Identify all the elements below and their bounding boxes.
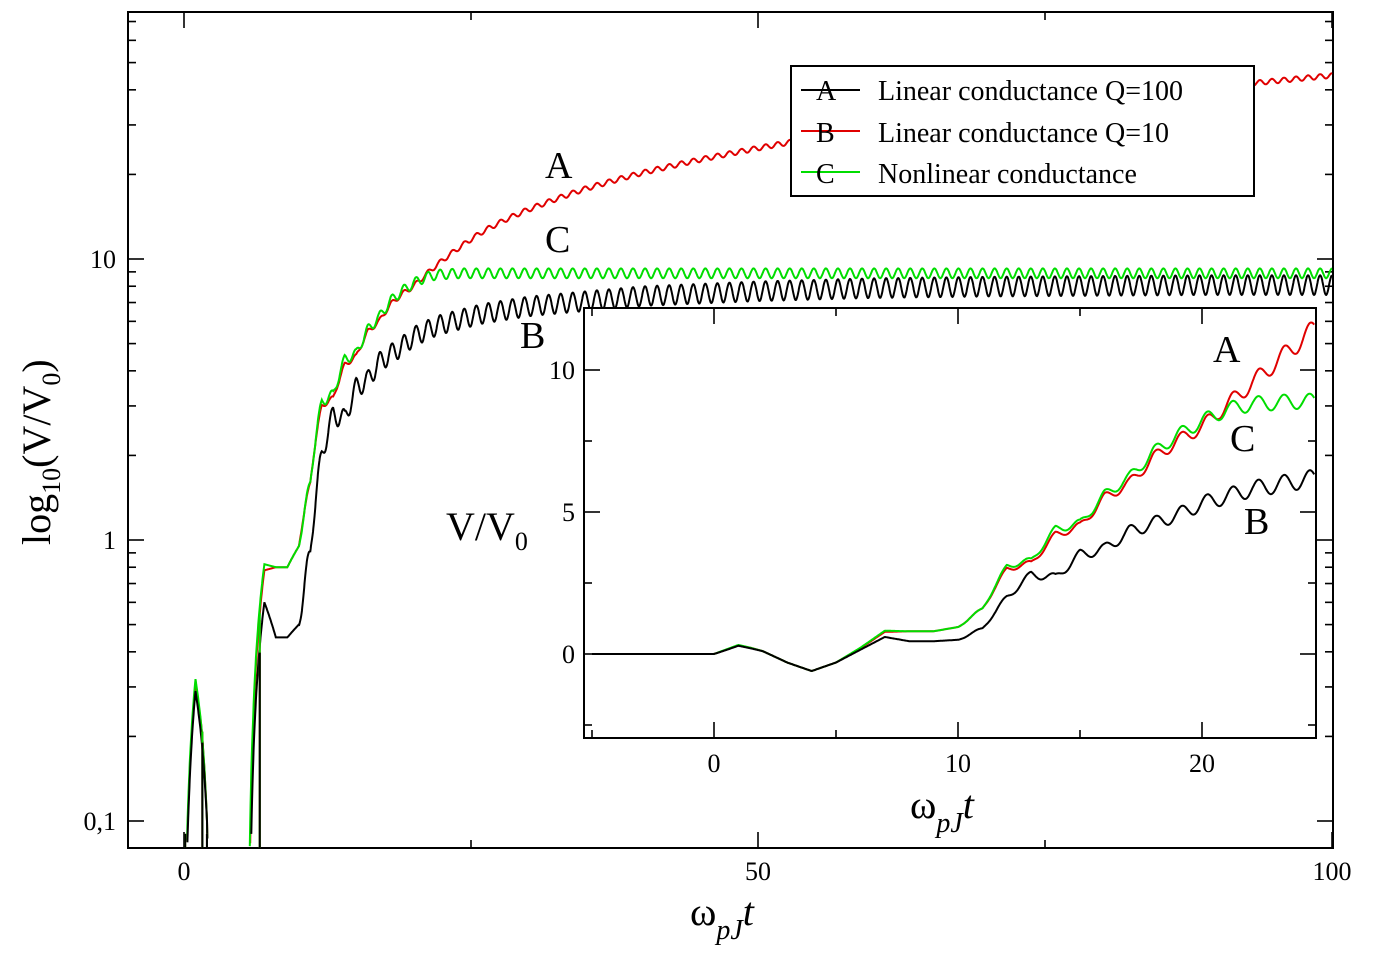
inset-x-tick-label-20: 20 (1189, 749, 1215, 778)
legend-label-b: Linear conductance Q=10 (878, 118, 1169, 149)
inset-curve-label-c: C (1230, 418, 1255, 460)
inset-x-tick-label-0: 0 (708, 749, 721, 778)
y-axis-title: log10(V/V0) (14, 359, 66, 545)
main-series-b (186, 274, 1333, 843)
inset-plot: 0 10 20 0 5 10 ωpJt V/V0 A C B (446, 307, 1317, 839)
inset-y-axis-title: V/V0 (446, 504, 528, 556)
main-tick-labels: 0 50 100 0,1 1 10 (84, 245, 1352, 886)
curve-label-c: C (545, 219, 570, 261)
curve-label-b: B (520, 315, 545, 357)
inset-curve-label-a: A (1213, 329, 1241, 371)
legend-label-c: Nonlinear conductance (878, 159, 1137, 190)
inset-plot-frame (583, 307, 1317, 739)
legend-marker-c: C (816, 159, 835, 190)
inset-y-tick-label-10: 10 (549, 356, 575, 385)
inset-curves (592, 321, 1316, 673)
inset-y-tick-label-0: 0 (562, 640, 575, 669)
y-tick-label-1: 1 (103, 526, 116, 555)
curve-label-a: A (545, 145, 573, 187)
inset-y-tick-label-5: 5 (562, 498, 575, 527)
y-tick-label-10: 10 (90, 245, 116, 274)
legend-marker-a: A (816, 76, 837, 107)
inset-curves-clipped (592, 321, 1316, 673)
x-axis-title: ωpJt (690, 889, 755, 946)
x-tick-label-100: 100 (1313, 857, 1352, 886)
y-tick-label-0-1: 0,1 (84, 807, 117, 836)
x-tick-label-50: 50 (745, 857, 771, 886)
inset-x-tick-label-10: 10 (945, 749, 971, 778)
main-plot: 0 50 100 0,1 1 10 ωpJt log10(V/V0) A C B… (14, 11, 1352, 946)
legend-box (790, 65, 1255, 197)
main-ticks (128, 12, 1333, 848)
legend-marker-b: B (816, 118, 835, 149)
inset-ticks (584, 308, 1316, 738)
x-tick-label-0: 0 (178, 857, 191, 886)
inset-x-axis-title: ωpJt (910, 782, 975, 839)
inset-series-b (592, 469, 1316, 673)
legend-label-a: Linear conductance Q=100 (878, 76, 1183, 107)
main-plot-frame (127, 11, 1334, 849)
inset-curve-label-b: B (1244, 501, 1269, 543)
inset-tick-labels: 0 10 20 0 5 10 (549, 356, 1215, 778)
legend: A Linear conductance Q=100 B Linear cond… (790, 65, 1255, 197)
